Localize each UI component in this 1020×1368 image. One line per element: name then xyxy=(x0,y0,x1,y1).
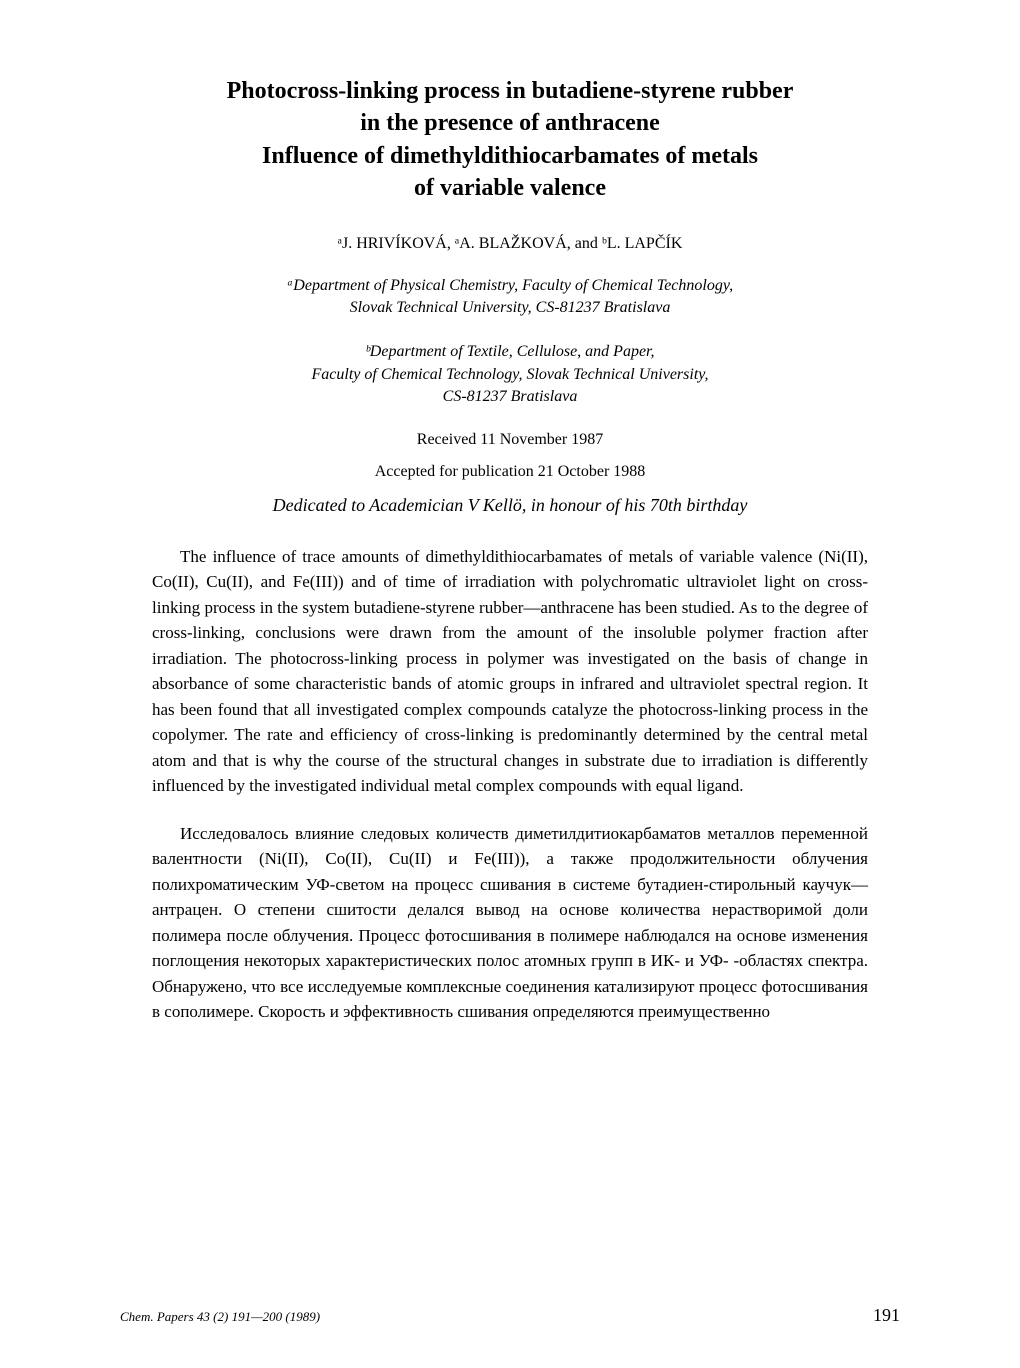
title-line-2: in the presence of anthracene xyxy=(120,107,900,139)
article-title: Photocross-linking process in butadiene-… xyxy=(120,75,900,205)
page-number: 191 xyxy=(873,1305,900,1326)
affiliation-b-line-2: Faculty of Chemical Technology, Slovak T… xyxy=(120,364,900,386)
received-date: Received 11 November 1987 xyxy=(120,431,900,449)
abstract-russian: Исследовалось влияние следовых количеств… xyxy=(152,821,868,1025)
affiliation-b-line-1: ᵇDepartment of Textile, Cellulose, and P… xyxy=(120,341,900,363)
affiliation-b: ᵇDepartment of Textile, Cellulose, and P… xyxy=(120,341,900,408)
abstract-english: The influence of trace amounts of dimeth… xyxy=(152,544,868,799)
title-line-3: Influence of dimethyldithiocarbamates of… xyxy=(120,140,900,172)
accepted-date: Accepted for publication 21 October 1988 xyxy=(120,463,900,481)
dedication-line: Dedicated to Academician V Kellö, in hon… xyxy=(120,495,900,516)
affiliation-a-line-2: Slovak Technical University, CS-81237 Br… xyxy=(120,297,900,319)
title-line-1: Photocross-linking process in butadiene-… xyxy=(120,75,900,107)
authors-list: ᵃJ. HRIVÍKOVÁ, ᵃA. BLAŽKOVÁ, and ᵇL. LAP… xyxy=(120,235,900,253)
affiliation-a: ᵃDepartment of Physical Chemistry, Facul… xyxy=(120,275,900,320)
affiliation-a-line-1: ᵃDepartment of Physical Chemistry, Facul… xyxy=(120,275,900,297)
journal-reference: Chem. Papers 43 (2) 191—200 (1989) xyxy=(120,1309,320,1325)
affiliation-b-line-3: CS-81237 Bratislava xyxy=(120,386,900,408)
title-line-4: of variable valence xyxy=(120,172,900,204)
page-footer: Chem. Papers 43 (2) 191—200 (1989) 191 xyxy=(120,1305,900,1326)
